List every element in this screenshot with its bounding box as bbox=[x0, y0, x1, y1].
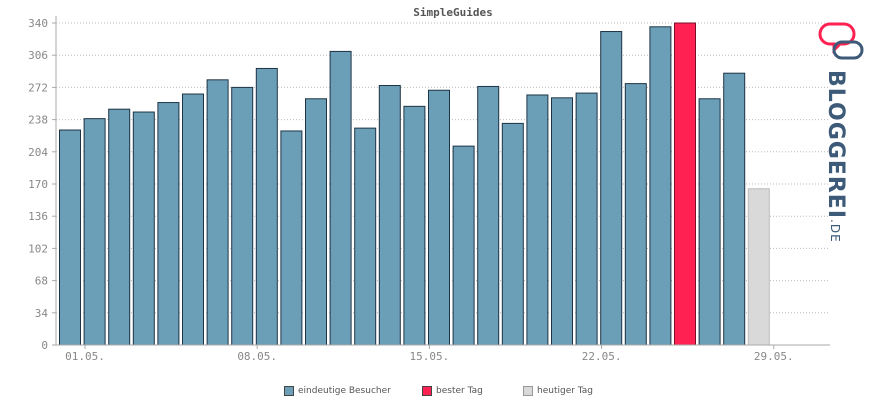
bar bbox=[452, 145, 475, 346]
bar bbox=[477, 85, 500, 346]
bar bbox=[231, 86, 254, 346]
bar bbox=[649, 26, 672, 346]
legend-item-today: heutiger Tag bbox=[523, 386, 593, 396]
bar bbox=[723, 72, 746, 346]
bar bbox=[182, 93, 204, 346]
y-tick-label: 272 bbox=[28, 81, 48, 94]
bar bbox=[501, 122, 524, 346]
x-tick-label: 08.05. bbox=[237, 350, 277, 363]
legend-item-best: bester Tag bbox=[422, 386, 483, 396]
logo-text: BLOGGEREI.DE bbox=[818, 70, 848, 243]
y-axis-ticks: 0 34 68 102 136 170 204 238 272 306 340 bbox=[28, 17, 56, 352]
logo-suffix: .DE bbox=[828, 219, 842, 243]
bar bbox=[108, 108, 131, 346]
bar bbox=[551, 97, 573, 346]
y-tick-label: 136 bbox=[28, 210, 48, 223]
bar bbox=[83, 118, 106, 346]
logo-name: BLOGGEREI bbox=[823, 70, 848, 220]
bar bbox=[354, 127, 377, 346]
bar bbox=[575, 92, 598, 346]
bar bbox=[132, 111, 155, 346]
bar bbox=[206, 79, 229, 346]
legend-label-visitors: eindeutige Besucher bbox=[298, 386, 391, 396]
bar bbox=[59, 129, 81, 346]
legend-swatch-today bbox=[523, 386, 533, 396]
x-tick-label: 01.05. bbox=[65, 350, 105, 363]
legend-swatch-best bbox=[422, 386, 432, 396]
bar bbox=[624, 83, 647, 346]
bar bbox=[403, 105, 426, 346]
bar bbox=[280, 130, 303, 346]
bar bbox=[526, 94, 549, 346]
bloggerei-logo bbox=[814, 20, 870, 220]
chart-title: SimpleGuides bbox=[413, 6, 492, 19]
y-tick-label: 0 bbox=[41, 339, 48, 352]
x-tick-label: 22.05. bbox=[582, 350, 622, 363]
legend-item-visitors: eindeutige Besucher bbox=[284, 386, 391, 396]
y-tick-label: 340 bbox=[28, 17, 48, 30]
bar bbox=[378, 85, 401, 346]
y-tick-label: 306 bbox=[28, 49, 48, 62]
bar bbox=[600, 31, 623, 346]
y-tick-label: 204 bbox=[28, 146, 48, 159]
x-tick-label: 29.05. bbox=[754, 350, 794, 363]
legend-swatch-visitors bbox=[284, 386, 294, 396]
x-axis-ticks: 01.05. 08.05. 15.05. 22.05. 29.05. bbox=[65, 345, 794, 363]
legend-label-today: heutiger Tag bbox=[537, 386, 594, 396]
y-tick-label: 102 bbox=[28, 242, 48, 255]
bar bbox=[305, 98, 327, 346]
y-tick-label: 238 bbox=[28, 114, 48, 127]
bar bbox=[255, 67, 278, 346]
bar bbox=[698, 98, 721, 346]
bar bbox=[428, 89, 450, 346]
y-tick-label: 68 bbox=[35, 275, 48, 288]
x-tick-label: 15.05. bbox=[410, 350, 450, 363]
y-tick-label: 170 bbox=[28, 178, 48, 191]
legend: eindeutige Besucher bester Tag heutiger … bbox=[0, 386, 870, 400]
logo-mark-icon bbox=[818, 22, 864, 60]
bar-today bbox=[747, 188, 770, 346]
bar bbox=[157, 102, 180, 346]
y-tick-label: 34 bbox=[35, 307, 49, 320]
bars bbox=[59, 22, 770, 346]
bar-best-day bbox=[674, 22, 696, 346]
legend-label-best: bester Tag bbox=[436, 386, 483, 396]
bar bbox=[329, 50, 352, 346]
